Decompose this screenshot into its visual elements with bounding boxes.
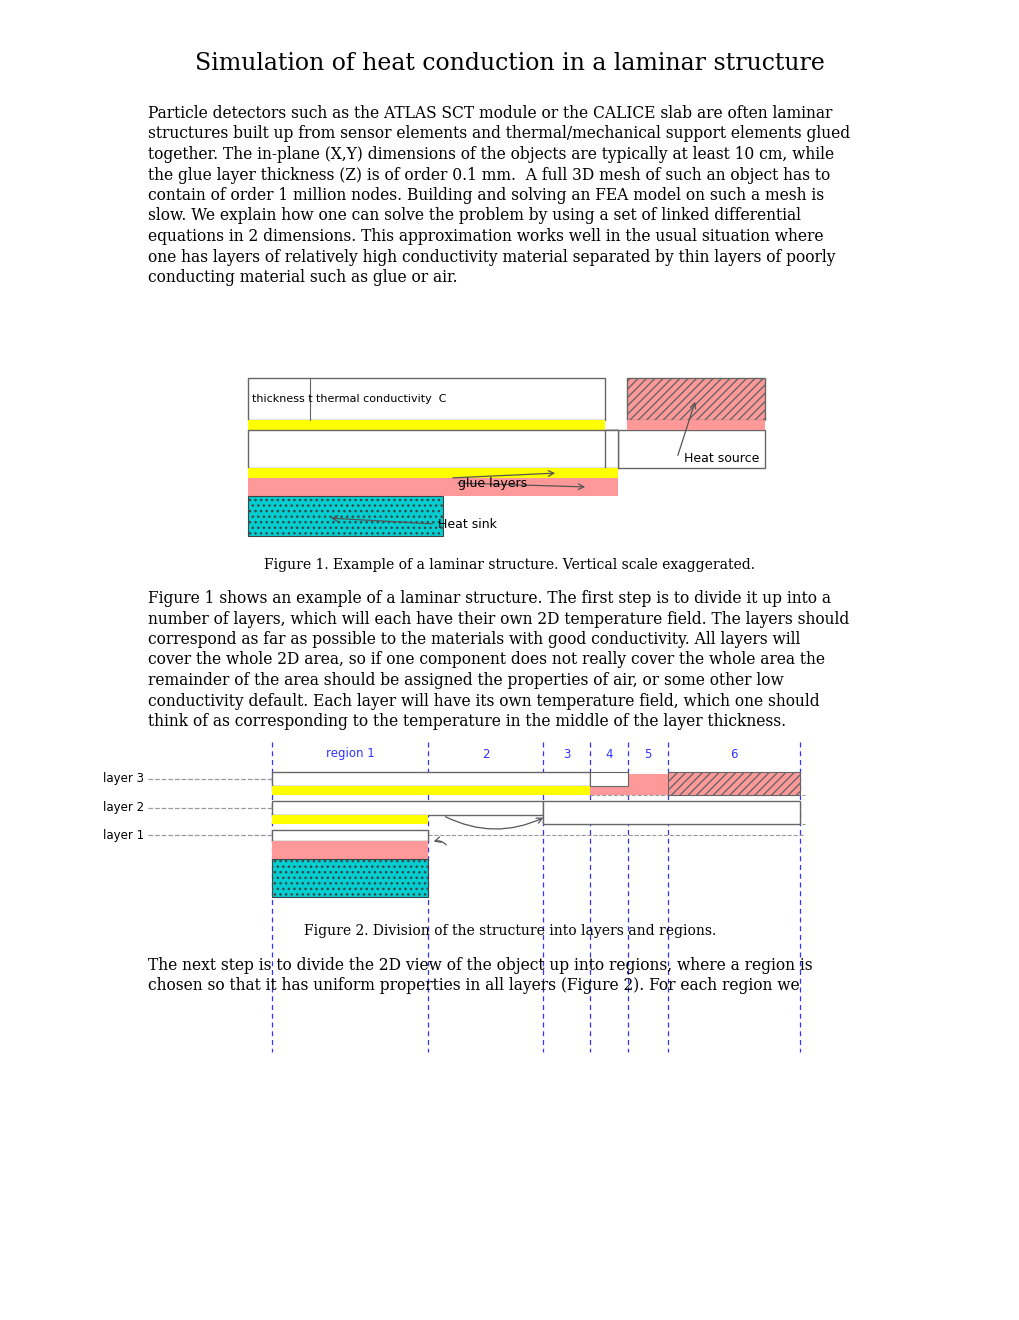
Text: Heat sink: Heat sink: [437, 517, 496, 531]
Text: correspond as far as possible to the materials with good conductivity. All layer: correspond as far as possible to the mat…: [148, 631, 800, 648]
Text: layer 1: layer 1: [103, 829, 144, 842]
Text: one has layers of relatively high conductivity material separated by thin layers: one has layers of relatively high conduc…: [148, 248, 835, 265]
Bar: [248, 420, 604, 430]
Text: The next step is to divide the 2D view of the object up into regions, where a re: The next step is to divide the 2D view o…: [148, 957, 812, 974]
Bar: [542, 800, 799, 824]
Text: slow. We explain how one can solve the problem by using a set of linked differen: slow. We explain how one can solve the p…: [148, 207, 800, 224]
Text: Simulation of heat conduction in a laminar structure: Simulation of heat conduction in a lamin…: [195, 51, 824, 75]
Text: Heat source: Heat source: [684, 453, 758, 466]
Bar: [627, 420, 764, 430]
Text: number of layers, which will each have their own 2D temperature field. The layer: number of layers, which will each have t…: [148, 610, 849, 627]
Bar: [248, 430, 618, 469]
Text: together. The in-plane (X,Y) dimensions of the objects are typically at least 10: together. The in-plane (X,Y) dimensions …: [148, 147, 834, 162]
Text: conductivity default. Each layer will have its own temperature field, which one : conductivity default. Each layer will ha…: [148, 693, 819, 710]
Text: 4: 4: [604, 747, 612, 760]
Text: Figure 2. Division of the structure into layers and regions.: Figure 2. Division of the structure into…: [304, 924, 715, 939]
Text: remainder of the area should be assigned the properties of air, or some other lo: remainder of the area should be assigned…: [148, 672, 783, 689]
Bar: [589, 774, 667, 795]
Bar: [627, 378, 764, 420]
Text: 6: 6: [730, 747, 737, 760]
Text: chosen so that it has uniform properties in all layers (Figure 2). For each regi: chosen so that it has uniform properties…: [148, 977, 799, 994]
Text: layer 3: layer 3: [103, 772, 144, 785]
Bar: [272, 800, 542, 814]
Bar: [272, 829, 428, 841]
Text: region 1: region 1: [325, 747, 374, 760]
Text: equations in 2 dimensions. This approximation works well in the usual situation : equations in 2 dimensions. This approxim…: [148, 228, 822, 246]
Bar: [272, 841, 428, 858]
Bar: [627, 378, 764, 420]
Bar: [248, 478, 618, 496]
Text: the glue layer thickness (Z) is of order 0.1 mm.  A full 3D mesh of such an obje: the glue layer thickness (Z) is of order…: [148, 166, 829, 183]
Text: 5: 5: [644, 747, 651, 760]
Bar: [272, 814, 428, 824]
Bar: [272, 771, 589, 785]
Bar: [272, 858, 428, 896]
Text: structures built up from sensor elements and thermal/mechanical support elements: structures built up from sensor elements…: [148, 125, 849, 143]
Bar: [248, 469, 618, 478]
Text: 2: 2: [481, 747, 489, 760]
Bar: [248, 496, 442, 536]
Text: thickness t: thickness t: [252, 393, 312, 404]
Text: 3: 3: [562, 747, 570, 760]
Text: thermal conductivity  C: thermal conductivity C: [316, 393, 446, 404]
Bar: [604, 430, 618, 469]
Bar: [667, 771, 799, 795]
Text: layer 2: layer 2: [103, 801, 144, 814]
Bar: [589, 771, 628, 785]
Bar: [272, 785, 589, 795]
Text: Figure 1. Example of a laminar structure. Vertical scale exaggerated.: Figure 1. Example of a laminar structure…: [264, 558, 755, 572]
Text: think of as corresponding to the temperature in the middle of the layer thicknes: think of as corresponding to the tempera…: [148, 713, 786, 730]
Text: contain of order 1 million nodes. Building and solving an FEA model on such a me: contain of order 1 million nodes. Buildi…: [148, 187, 823, 205]
Bar: [604, 430, 764, 469]
Text: Figure 1 shows an example of a laminar structure. The first step is to divide it: Figure 1 shows an example of a laminar s…: [148, 590, 830, 607]
Text: Particle detectors such as the ATLAS SCT module or the CALICE slab are often lam: Particle detectors such as the ATLAS SCT…: [148, 106, 832, 121]
Text: glue layers: glue layers: [458, 477, 527, 490]
Text: conducting material such as glue or air.: conducting material such as glue or air.: [148, 269, 458, 286]
Text: cover the whole 2D area, so if one component does not really cover the whole are: cover the whole 2D area, so if one compo…: [148, 652, 824, 668]
Bar: [248, 378, 604, 420]
